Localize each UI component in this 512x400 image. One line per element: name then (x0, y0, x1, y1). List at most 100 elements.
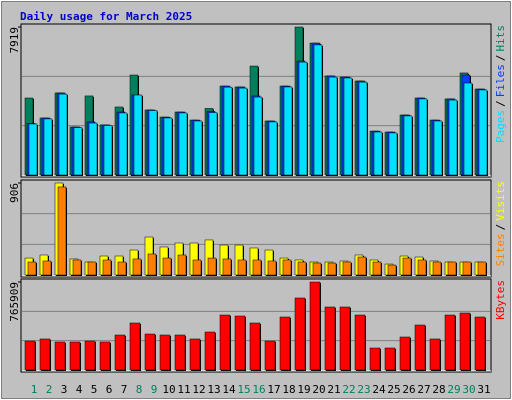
x-tick-label: 27 (417, 383, 430, 396)
x-tick-label: 25 (387, 383, 400, 396)
x-tick-label: 2 (46, 383, 53, 396)
bar (129, 322, 141, 371)
legend-entry: KBytes (494, 280, 507, 320)
y-max-label: 906 (8, 183, 21, 203)
bar (283, 86, 293, 176)
bar (114, 334, 126, 371)
bar (399, 336, 411, 371)
x-tick-label: 11 (177, 383, 190, 396)
bar (177, 254, 187, 276)
x-tick-label: 23 (357, 383, 370, 396)
bar (358, 81, 368, 176)
legend-separator: / (494, 55, 507, 62)
x-tick-label: 22 (342, 383, 355, 396)
bar (414, 324, 426, 371)
legend-separator: / (494, 100, 507, 107)
bar (462, 261, 472, 276)
bar (369, 347, 381, 371)
bar (282, 259, 292, 276)
bar (384, 347, 396, 371)
x-tick-label: 1 (31, 383, 38, 396)
bar (99, 341, 111, 371)
bar (54, 341, 66, 371)
bar (27, 261, 37, 276)
bar (189, 338, 201, 371)
x-tick-label: 3 (61, 383, 68, 396)
bar (219, 314, 231, 371)
bar (388, 132, 398, 176)
bar (268, 121, 278, 176)
bar (147, 253, 157, 276)
bar (433, 120, 443, 176)
bar (192, 259, 202, 276)
bar (444, 314, 456, 371)
bar (133, 94, 143, 176)
legend-entry: Files (494, 64, 507, 97)
x-tick-label: 26 (402, 383, 415, 396)
legend: KBytes (494, 280, 507, 320)
legend-entry: Pages (494, 110, 507, 143)
bar (234, 315, 246, 371)
bar (249, 322, 261, 371)
bar (159, 334, 171, 371)
x-tick-label: 30 (462, 383, 475, 396)
chart-title: Daily usage for March 2025 (20, 10, 192, 23)
x-tick-label: 21 (327, 383, 340, 396)
bar (163, 117, 173, 176)
bar (237, 259, 247, 276)
bar (58, 93, 68, 176)
bar (474, 316, 486, 371)
bar (174, 334, 186, 371)
bar (178, 112, 188, 176)
bar (69, 341, 81, 371)
bar (222, 258, 232, 276)
bar (342, 261, 352, 276)
legend-separator: / (494, 224, 507, 231)
x-tick-label: 13 (207, 383, 220, 396)
bar (39, 338, 51, 371)
bar (24, 340, 36, 371)
bar (204, 331, 216, 371)
legend-entry: Hits (494, 25, 507, 52)
bar (207, 257, 217, 276)
bar (463, 82, 473, 176)
bar (72, 259, 82, 276)
bar (238, 87, 248, 176)
bar (328, 76, 338, 176)
bar (193, 120, 203, 176)
bar (144, 333, 156, 371)
bar (117, 261, 127, 276)
bar (162, 257, 172, 276)
bar (253, 96, 263, 176)
bar (43, 118, 53, 176)
bar (148, 110, 158, 176)
bar (294, 297, 306, 371)
bar (102, 259, 112, 276)
y-max-label: 7919 (8, 27, 21, 54)
bar (448, 99, 458, 176)
x-tick-label: 10 (162, 383, 175, 396)
bar (313, 44, 323, 176)
legend: Pages / Files / Hits (494, 25, 507, 143)
x-tick-label: 16 (252, 383, 265, 396)
bar (477, 261, 487, 276)
bar (327, 262, 337, 276)
bar (354, 314, 366, 371)
y-max-label: 765909 (8, 282, 21, 322)
bar (403, 115, 413, 176)
x-tick-label: 12 (192, 383, 205, 396)
bar (339, 306, 351, 371)
bar (73, 127, 83, 176)
bar (223, 86, 233, 176)
bar (84, 340, 96, 371)
bar (447, 261, 457, 276)
bar (118, 112, 128, 176)
bar (132, 258, 142, 276)
bar (309, 281, 321, 371)
bar (42, 260, 52, 276)
x-tick-label: 18 (282, 383, 295, 396)
legend-entry: Sites (494, 233, 507, 266)
x-tick-label: 29 (447, 383, 460, 396)
